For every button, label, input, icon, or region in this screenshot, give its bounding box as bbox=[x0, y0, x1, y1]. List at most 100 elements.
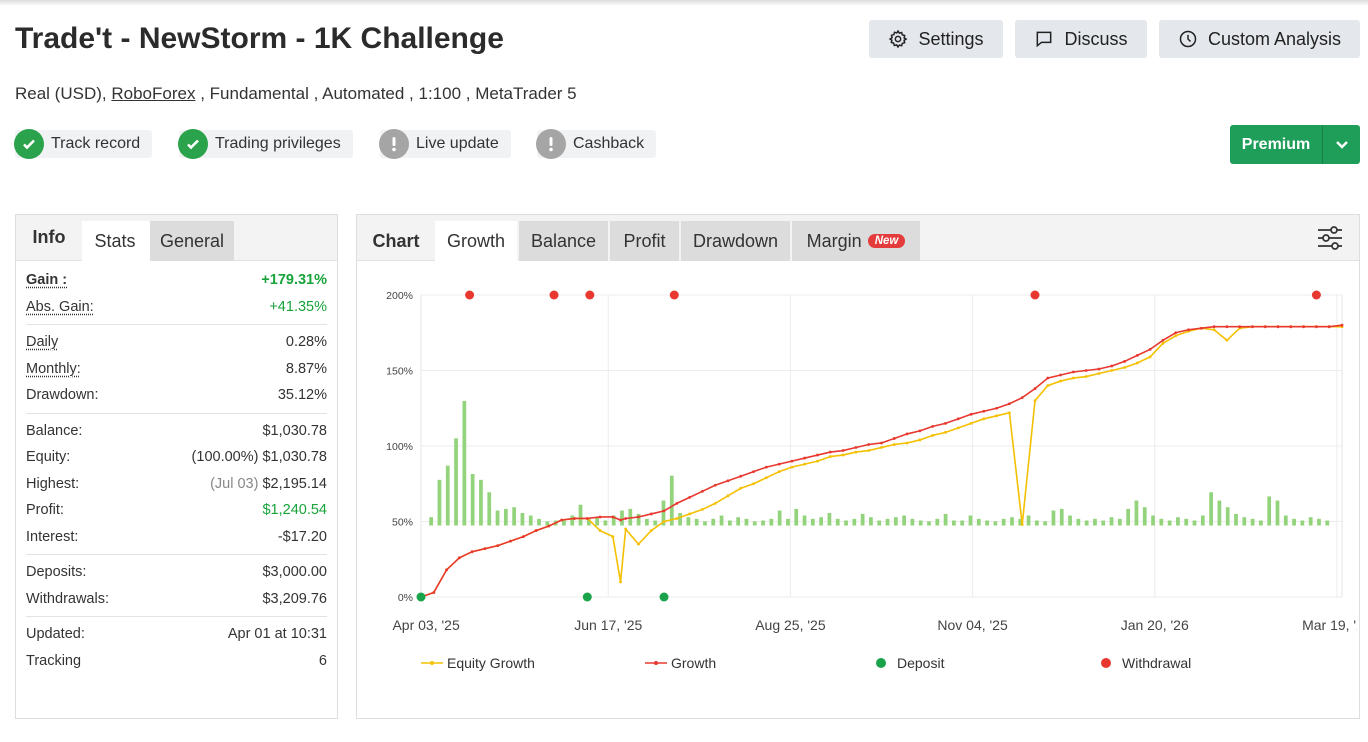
growth-line-point bbox=[1302, 325, 1306, 329]
premium-label: Premium bbox=[1241, 135, 1311, 153]
equity-growth-line-point bbox=[1020, 523, 1024, 526]
updated-value: Apr 01 at 10:31 bbox=[227, 626, 327, 643]
growth-line-point bbox=[854, 446, 858, 449]
growth-line-point bbox=[445, 568, 448, 572]
balance-label: Balance: bbox=[26, 422, 83, 439]
discuss-button[interactable]: Discuss bbox=[1015, 20, 1147, 58]
histogram-bar bbox=[1035, 520, 1039, 526]
chart-panel: Chart Growth Balance Profit Drawdown Mar… bbox=[356, 214, 1360, 719]
histogram-bar bbox=[711, 518, 716, 526]
histogram-bar bbox=[1192, 520, 1197, 526]
growth-chart[interactable]: 0% 50% 100% 150% 200% Apr 03, '25 Jun 17, '25 A… bbox=[357, 275, 1357, 655]
histogram-bar bbox=[1084, 520, 1089, 526]
histogram-bar bbox=[943, 513, 948, 526]
daily-label[interactable]: Daily bbox=[26, 334, 59, 351]
settings-button[interactable]: Settings bbox=[869, 20, 1003, 58]
tab-balance[interactable]: Balance bbox=[517, 221, 608, 261]
withdrawals-row: Withdrawals: $3,209.76 bbox=[26, 586, 327, 613]
legend-deposit[interactable]: Deposit bbox=[875, 655, 944, 671]
equity-growth-line-point bbox=[637, 542, 640, 546]
tab-margin[interactable]: Margin New bbox=[790, 221, 920, 261]
growth-line-point bbox=[969, 412, 973, 416]
histogram-bar bbox=[1076, 518, 1081, 526]
histogram-bar bbox=[653, 520, 658, 526]
broker-link[interactable]: RoboForex bbox=[111, 84, 196, 103]
gear-icon bbox=[889, 29, 908, 49]
tab-chart[interactable]: Chart bbox=[372, 230, 420, 251]
histogram-bar bbox=[595, 517, 599, 526]
monthly-label[interactable]: Monthly: bbox=[26, 360, 81, 377]
histogram-bar bbox=[537, 518, 541, 526]
gain-row: Gain : +179.31% bbox=[26, 267, 327, 294]
growth-line-point bbox=[534, 529, 538, 532]
premium-button[interactable]: Premium bbox=[1230, 125, 1360, 164]
growth-line-point bbox=[752, 470, 755, 474]
growth-line-point bbox=[1135, 354, 1139, 357]
custom-analysis-label: Custom Analysis bbox=[1207, 28, 1342, 49]
equity-row: Equity: (100.00%) $1,030.78 bbox=[26, 444, 327, 471]
equity-growth-line-point bbox=[982, 417, 986, 421]
highest-label: Highest: bbox=[26, 475, 80, 492]
tab-growth[interactable]: Growth bbox=[435, 221, 517, 261]
histogram-bar bbox=[429, 517, 434, 526]
histogram-bar bbox=[736, 517, 741, 526]
tab-general[interactable]: General bbox=[148, 221, 234, 261]
equity-growth-line-point bbox=[726, 494, 730, 498]
histogram-bar bbox=[777, 510, 782, 526]
tab-info[interactable]: Info bbox=[32, 227, 66, 247]
equity-growth-line-point bbox=[1123, 366, 1126, 369]
tab-drawdown[interactable]: Drawdown bbox=[679, 221, 790, 261]
histogram-bar bbox=[952, 520, 956, 526]
histogram-bar bbox=[728, 520, 732, 526]
histogram-bar bbox=[869, 517, 873, 526]
histogram-bar bbox=[1026, 515, 1031, 526]
new-badge: New bbox=[867, 234, 906, 248]
badge-live-update: Live update bbox=[379, 129, 511, 159]
y-tick-label: 100% bbox=[386, 441, 413, 453]
check-icon bbox=[14, 129, 44, 159]
monthly-value: 8.87% bbox=[285, 360, 327, 377]
abs-gain-label[interactable]: Abs. Gain: bbox=[26, 298, 94, 315]
histogram-bar bbox=[1109, 517, 1114, 526]
histogram-bar bbox=[495, 510, 500, 526]
tab-stats[interactable]: Stats bbox=[82, 221, 148, 261]
sliders-icon[interactable] bbox=[1317, 225, 1343, 251]
histogram-bar bbox=[1267, 496, 1272, 526]
chevron-down-icon[interactable] bbox=[1322, 125, 1360, 164]
histogram-bar bbox=[445, 465, 450, 526]
growth-line-point bbox=[1046, 376, 1050, 380]
growth-line-point bbox=[816, 453, 819, 457]
growth-line-point bbox=[803, 456, 807, 460]
histogram-bar bbox=[860, 513, 865, 526]
histogram-bar bbox=[794, 508, 799, 526]
equity-growth-line-point bbox=[649, 529, 653, 532]
histogram-bar bbox=[744, 518, 749, 526]
histogram-bar bbox=[703, 521, 707, 526]
drawdown-row: Drawdown: 35.12% bbox=[26, 382, 327, 409]
growth-line-point bbox=[547, 524, 551, 528]
gain-label[interactable]: Gain : bbox=[26, 272, 68, 289]
growth-line-point bbox=[1071, 370, 1075, 374]
histogram-bar bbox=[661, 500, 666, 526]
equity-growth-line-point bbox=[892, 443, 896, 446]
custom-analysis-button[interactable]: Custom Analysis bbox=[1159, 20, 1360, 58]
growth-line-point bbox=[931, 424, 935, 428]
growth-line-point bbox=[1033, 387, 1037, 391]
legend-withdrawal[interactable]: Withdrawal bbox=[1100, 655, 1191, 671]
equity-growth-line-point bbox=[828, 455, 832, 458]
highest-value: $2,195.14 bbox=[262, 475, 327, 492]
histogram-bar bbox=[819, 517, 824, 526]
histogram-bar bbox=[669, 475, 674, 526]
equity-growth-line-point bbox=[944, 431, 947, 434]
equity-growth-line-point bbox=[931, 434, 935, 437]
legend-growth[interactable]: Growth bbox=[645, 655, 716, 671]
divider bbox=[26, 616, 327, 617]
equity-growth-line-point bbox=[803, 462, 807, 466]
tab-profit[interactable]: Profit bbox=[608, 221, 679, 261]
histogram-bar bbox=[1093, 518, 1097, 526]
growth-line-point bbox=[1187, 328, 1190, 332]
growth-line-point bbox=[624, 517, 628, 520]
histogram-bar bbox=[545, 521, 550, 526]
histogram-bar bbox=[1059, 508, 1064, 526]
legend-equity-growth[interactable]: Equity Growth bbox=[421, 655, 535, 671]
